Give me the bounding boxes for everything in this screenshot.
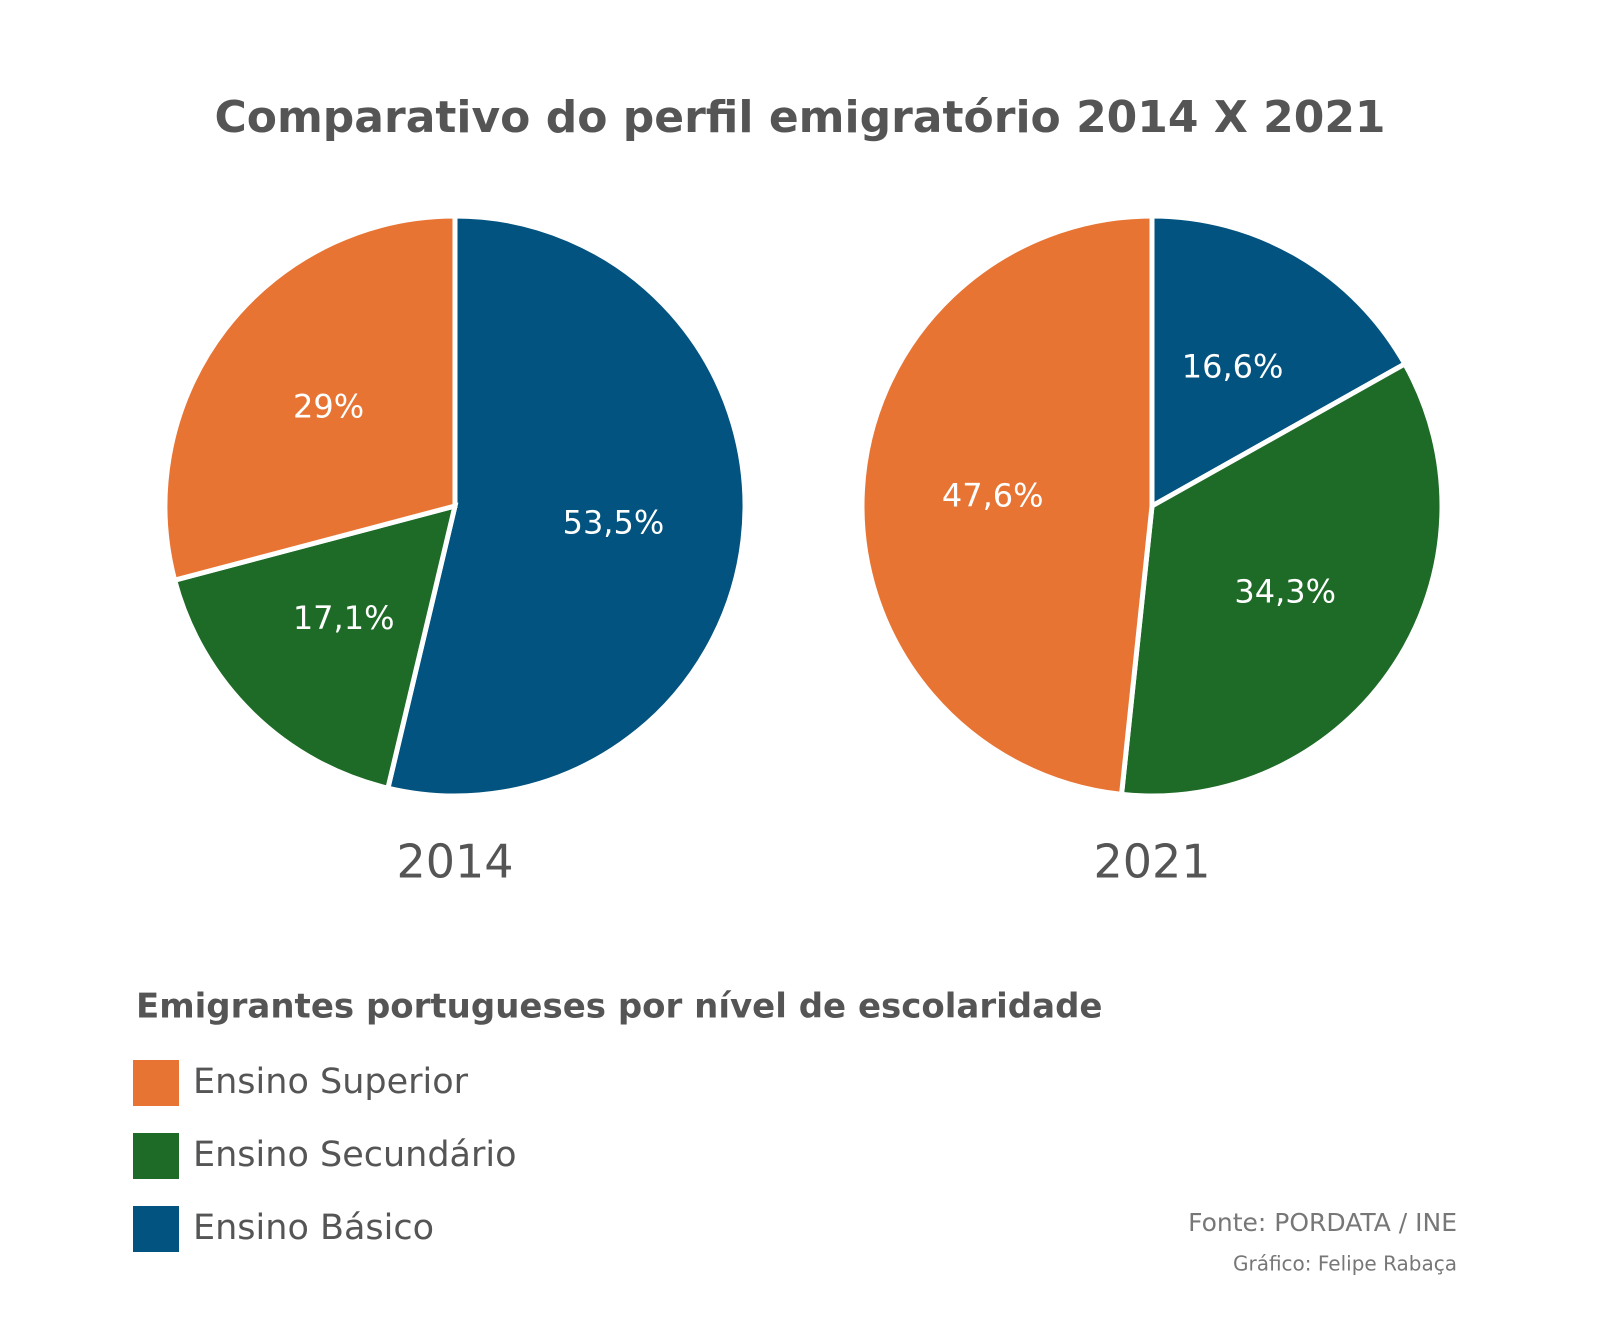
source: Fonte: PORDATA / INE: [1188, 1208, 1457, 1237]
legend-swatch: [133, 1133, 179, 1179]
legend-label: Ensino Superior: [193, 1062, 469, 1102]
value-label: 34,3%: [1234, 573, 1336, 611]
credit: Gráfico: Felipe Rabaça: [1233, 1252, 1457, 1276]
legend-title: Emigrantes portugueses por nível de esco…: [136, 987, 1102, 1027]
chart-title: Comparativo do perfil emigratório 2014 X…: [214, 92, 1385, 143]
legend-label: Ensino Básico: [193, 1208, 434, 1248]
pie-slice: [859, 213, 1155, 798]
pie-slice: [384, 213, 748, 799]
pie-title: 2014: [396, 835, 513, 889]
pie-slice: [1118, 360, 1445, 799]
legend-label: Ensino Secundário: [193, 1135, 517, 1175]
value-label: 17,1%: [293, 599, 395, 637]
pie-title: 2021: [1093, 835, 1210, 889]
legend-swatch: [133, 1206, 179, 1252]
pie-slice: [171, 502, 459, 792]
pie-slice: [162, 213, 458, 584]
legend-swatch: [133, 1060, 179, 1106]
value-label: 53,5%: [563, 504, 665, 542]
value-label: 29%: [293, 388, 364, 426]
pie-slice: [1149, 213, 1409, 511]
value-label: 47,6%: [942, 477, 1044, 515]
value-label: 16,6%: [1182, 347, 1284, 385]
